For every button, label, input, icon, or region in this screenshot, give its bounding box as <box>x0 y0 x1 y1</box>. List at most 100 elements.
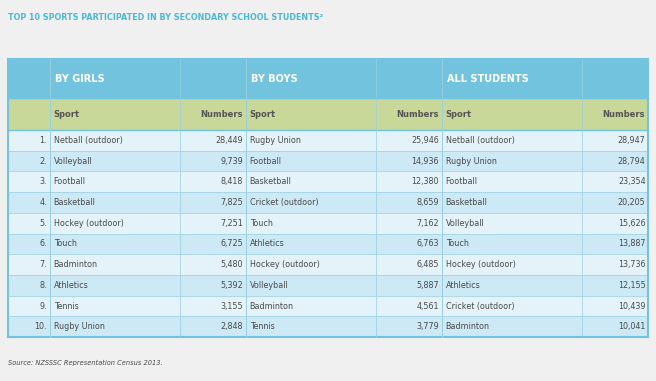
Bar <box>245 234 376 254</box>
Bar <box>583 254 648 275</box>
Text: 2.: 2. <box>39 157 47 165</box>
Bar <box>441 317 583 337</box>
Text: Source: NZSSSC Representation Census 2013.: Source: NZSSSC Representation Census 201… <box>8 360 163 366</box>
Bar <box>583 275 648 296</box>
Bar <box>180 130 245 150</box>
Text: Football: Football <box>445 177 478 186</box>
Bar <box>180 192 245 213</box>
Text: 9.: 9. <box>39 302 47 311</box>
Text: Numbers: Numbers <box>200 110 242 118</box>
Text: 6,485: 6,485 <box>417 260 439 269</box>
Text: 3,155: 3,155 <box>220 302 243 311</box>
Text: 3.: 3. <box>39 177 47 186</box>
Text: Rugby Union: Rugby Union <box>249 136 300 145</box>
Text: 5.: 5. <box>39 219 47 228</box>
Text: ALL STUDENTS: ALL STUDENTS <box>447 74 529 84</box>
Bar <box>180 317 245 337</box>
Text: Cricket (outdoor): Cricket (outdoor) <box>445 302 514 311</box>
Text: 6.: 6. <box>39 239 47 248</box>
Text: Football: Football <box>249 157 281 165</box>
Text: Touch: Touch <box>445 239 468 248</box>
Text: Hockey (outdoor): Hockey (outdoor) <box>445 260 516 269</box>
Text: 14,936: 14,936 <box>411 157 439 165</box>
Bar <box>8 98 50 130</box>
Bar <box>376 296 441 317</box>
Text: 8.: 8. <box>39 281 47 290</box>
Text: 12,155: 12,155 <box>618 281 646 290</box>
Text: BY GIRLS: BY GIRLS <box>55 74 104 84</box>
Bar <box>50 317 180 337</box>
Bar <box>376 150 441 171</box>
Bar <box>376 192 441 213</box>
Text: Basketball: Basketball <box>249 177 291 186</box>
Text: TOP 10 SPORTS PARTICIPATED IN BY SECONDARY SCHOOL STUDENTS²: TOP 10 SPORTS PARTICIPATED IN BY SECONDA… <box>8 13 323 22</box>
Text: BY BOYS: BY BOYS <box>251 74 298 84</box>
Text: Touch: Touch <box>54 239 77 248</box>
Bar <box>245 275 376 296</box>
Bar <box>441 192 583 213</box>
Bar <box>50 150 180 171</box>
Bar <box>180 275 245 296</box>
Bar <box>245 171 376 192</box>
Text: Basketball: Basketball <box>54 198 96 207</box>
Text: 2,848: 2,848 <box>220 322 243 331</box>
Bar <box>441 213 583 234</box>
Text: 9,739: 9,739 <box>220 157 243 165</box>
Text: 5,887: 5,887 <box>417 281 439 290</box>
Text: Tennis: Tennis <box>249 322 274 331</box>
Text: Netball (outdoor): Netball (outdoor) <box>54 136 123 145</box>
Text: 8,659: 8,659 <box>417 198 439 207</box>
Text: Sport: Sport <box>54 110 80 118</box>
Bar <box>376 213 441 234</box>
Text: 1.: 1. <box>39 136 47 145</box>
Text: 25,946: 25,946 <box>411 136 439 145</box>
Text: Hockey (outdoor): Hockey (outdoor) <box>249 260 319 269</box>
Text: 28,947: 28,947 <box>618 136 646 145</box>
Text: Volleyball: Volleyball <box>445 219 484 228</box>
Bar <box>583 213 648 234</box>
Bar <box>441 150 583 171</box>
Bar <box>8 150 50 171</box>
Text: 6,763: 6,763 <box>417 239 439 248</box>
Bar <box>8 234 50 254</box>
Bar <box>180 234 245 254</box>
Bar <box>583 171 648 192</box>
Bar <box>441 296 583 317</box>
Bar <box>8 59 50 98</box>
Bar <box>583 98 648 130</box>
Bar <box>8 317 50 337</box>
Bar <box>441 130 583 150</box>
Text: Badminton: Badminton <box>249 302 294 311</box>
Bar <box>245 192 376 213</box>
Bar <box>583 192 648 213</box>
Bar <box>8 296 50 317</box>
Text: Football: Football <box>54 177 85 186</box>
Bar <box>583 296 648 317</box>
Text: Sport: Sport <box>445 110 472 118</box>
Text: 12,380: 12,380 <box>411 177 439 186</box>
Bar <box>180 98 245 130</box>
Bar <box>8 192 50 213</box>
Text: 5,392: 5,392 <box>220 281 243 290</box>
Text: Basketball: Basketball <box>445 198 487 207</box>
Bar <box>376 254 441 275</box>
Text: 10,439: 10,439 <box>618 302 646 311</box>
Text: Volleyball: Volleyball <box>249 281 289 290</box>
Text: Numbers: Numbers <box>396 110 438 118</box>
Text: 4,561: 4,561 <box>417 302 439 311</box>
Bar <box>245 130 376 150</box>
Text: Tennis: Tennis <box>54 302 78 311</box>
Bar <box>376 275 441 296</box>
Bar <box>245 254 376 275</box>
Text: 20,205: 20,205 <box>618 198 646 207</box>
Bar <box>441 234 583 254</box>
Text: 6,725: 6,725 <box>220 239 243 248</box>
Text: 23,354: 23,354 <box>618 177 646 186</box>
Text: 7,825: 7,825 <box>220 198 243 207</box>
Bar <box>50 213 180 234</box>
Text: 4.: 4. <box>39 198 47 207</box>
Bar <box>8 130 50 150</box>
Bar <box>8 171 50 192</box>
Bar <box>50 192 180 213</box>
Text: Athletics: Athletics <box>249 239 284 248</box>
